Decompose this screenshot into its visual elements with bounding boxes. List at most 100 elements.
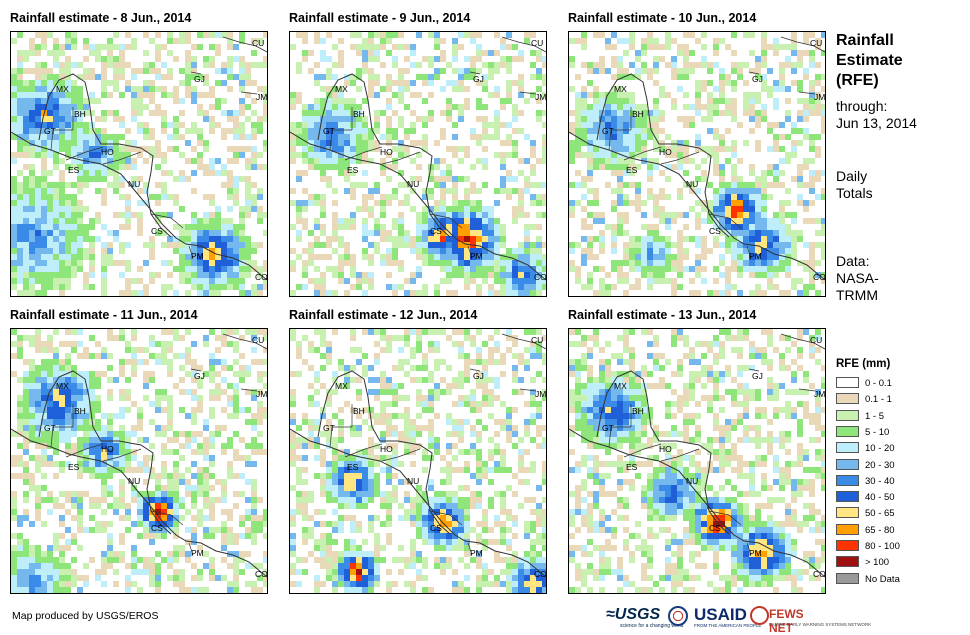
coastline [429, 510, 463, 526]
map-credit: Map produced by USGS/EROS [12, 610, 159, 622]
rainfall-map-jun8: MX BH GT HO ES NU CS PM CO CU JM GJ [10, 31, 268, 297]
legend-item: 10 - 20 [836, 442, 895, 455]
country-label: CO [813, 272, 825, 282]
sidebar-totals: Daily Totals [836, 168, 873, 202]
usgs-logo: ≈USGS [606, 606, 661, 623]
coastline [38, 73, 172, 238]
coastline [190, 368, 202, 372]
sidebar-title-line1: Rainfall [836, 32, 894, 49]
coastline [329, 426, 352, 448]
sidebar-data-source-line1: NASA- [836, 270, 879, 286]
coastline [50, 426, 73, 448]
legend-label: 5 - 10 [865, 426, 890, 438]
country-label: CU [810, 335, 822, 345]
legend-swatch [836, 556, 859, 568]
sidebar-totals-line2: Totals [836, 185, 873, 201]
rainfall-raster: MX BH GT HO ES NU CS PM CO CU JM GJ [290, 329, 546, 593]
coastline [344, 443, 383, 458]
legend-swatch [836, 540, 859, 551]
legend-swatch [836, 442, 859, 454]
country-label: JM [256, 92, 267, 102]
fewsnet-tagline: FAMINE EARLY WARNING SYSTEMS NETWORK [769, 622, 872, 627]
coastline [519, 91, 537, 95]
country-label: GT [323, 423, 335, 433]
panel-title-jun9: Rainfall estimate - 9 Jun., 2014 [289, 11, 471, 25]
coastline [222, 333, 267, 350]
country-label: GJ [473, 74, 484, 84]
country-label: MX [56, 381, 69, 391]
coastline [240, 91, 258, 95]
legend-swatch [836, 409, 859, 421]
rainfall-raster: MX BH GT HO ES NU CS PM CO CU JM GJ [290, 32, 546, 296]
legend-label: 0.1 - 1 [865, 394, 892, 406]
country-label: NU [686, 179, 698, 189]
country-label: HO [380, 444, 393, 454]
country-label: CO [255, 272, 267, 282]
country-label: CU [531, 335, 543, 345]
legend-swatch [836, 393, 859, 405]
coastline [429, 213, 463, 229]
country-label: BH [353, 109, 365, 119]
coastline [222, 36, 267, 53]
legend-label: 65 - 80 [865, 524, 895, 536]
country-label: JM [535, 92, 546, 102]
country-label: CS [151, 523, 163, 533]
panel-title-jun12: Rainfall estimate - 12 Jun., 2014 [289, 308, 478, 322]
country-label: CU [810, 38, 822, 48]
country-label: HO [101, 444, 114, 454]
country-label: CU [252, 38, 264, 48]
rainfall-map-jun11: MX BH GT HO ES NU CS PM CO CU JM GJ [10, 328, 268, 594]
coastline [798, 388, 816, 392]
coastline [190, 71, 202, 75]
coastline [317, 370, 451, 535]
coastline [660, 151, 700, 165]
country-label: GJ [752, 74, 763, 84]
country-label: NU [407, 476, 419, 486]
coastline [150, 213, 184, 229]
panel-title-jun13: Rainfall estimate - 13 Jun., 2014 [568, 308, 757, 322]
rainfall-raster: MX BH GT HO ES NU CS PM CO CU JM GJ [569, 329, 825, 593]
country-label: ES [626, 462, 638, 472]
legend-label: No Data [865, 573, 900, 585]
sidebar-data-source-line2: TRMM [836, 287, 878, 303]
country-label: GJ [473, 371, 484, 381]
country-label: PM [470, 251, 483, 261]
legend-item: 30 - 40 [836, 474, 895, 488]
coastline [467, 542, 473, 556]
country-label: CO [255, 569, 267, 579]
coastline [381, 151, 421, 165]
country-label: JM [256, 389, 267, 399]
legend-label: 1 - 5 [865, 410, 885, 422]
country-label: MX [335, 84, 348, 94]
legend-swatch [836, 425, 859, 437]
sidebar-through: through: Jun 13, 2014 [836, 98, 917, 132]
legend-swatch [836, 474, 859, 486]
country-label: HO [659, 147, 672, 157]
country-label: MX [56, 84, 69, 94]
country-label: CS [430, 226, 442, 236]
country-label: NU [686, 476, 698, 486]
coastline [748, 368, 760, 372]
country-label: BH [632, 109, 644, 119]
coastline [708, 510, 742, 526]
coastline [596, 73, 730, 238]
legend-item: 50 - 65 [836, 507, 895, 520]
rainfall-raster: MX BH GT HO ES NU CS PM CO CU JM GJ [11, 329, 267, 593]
legend-label: 50 - 65 [865, 508, 895, 520]
country-label: ES [626, 165, 638, 175]
country-label: PM [470, 548, 483, 558]
legend-swatch [836, 491, 859, 503]
coastline [501, 36, 546, 53]
panel-title-jun11: Rainfall estimate - 11 Jun., 2014 [10, 308, 198, 322]
coastline [469, 71, 481, 75]
coastline [708, 213, 742, 229]
coastline [596, 370, 730, 535]
coastline [188, 542, 194, 556]
country-label: HO [659, 444, 672, 454]
rainfall-map-jun10: MX BH GT HO ES NU CS PM CO CU JM GJ [568, 31, 826, 297]
legend-label: 80 - 100 [865, 541, 900, 552]
coastline [469, 368, 481, 372]
country-label: GJ [752, 371, 763, 381]
sidebar-title: Rainfall Estimate (RFE) [836, 31, 903, 91]
coastline [623, 146, 662, 161]
